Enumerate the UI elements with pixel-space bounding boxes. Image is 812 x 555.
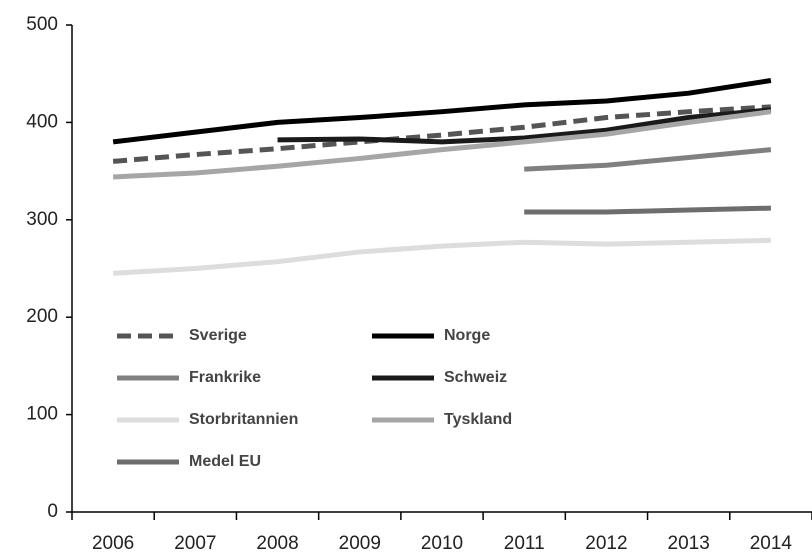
x-tick-label: 2009 <box>339 533 381 554</box>
legend-label: Storbritannien <box>189 411 298 428</box>
series-line <box>112 104 772 164</box>
series-line <box>112 78 772 145</box>
x-tick-label: 2011 <box>504 533 545 554</box>
legend-label: Norge <box>444 327 490 344</box>
series-line <box>112 109 772 180</box>
y-tick-label: 300 <box>26 209 58 230</box>
x-tick-label: 2013 <box>668 533 710 554</box>
y-tick-label: 200 <box>26 306 58 327</box>
series-line <box>277 107 772 145</box>
x-tick-label: 2014 <box>750 533 793 554</box>
legend-label: Schweiz <box>444 369 507 386</box>
legend-label: Medel EU <box>189 453 261 470</box>
series-line <box>524 205 771 215</box>
x-tick-label: 2007 <box>174 533 216 554</box>
x-tick-label: 2012 <box>585 533 627 554</box>
x-tick-label: 2010 <box>421 533 463 554</box>
series-line <box>524 147 772 172</box>
legend-label: Frankrike <box>189 369 261 386</box>
y-tick-label: 400 <box>26 111 58 132</box>
x-tick-label: 2008 <box>256 533 298 554</box>
y-tick-label: 100 <box>26 404 58 425</box>
y-tick-label: 500 <box>26 14 58 35</box>
y-tick-label: 0 <box>47 501 58 522</box>
x-tick-label: 2006 <box>92 533 134 554</box>
legend-label: Sverige <box>189 327 247 344</box>
series-line <box>112 237 771 276</box>
legend-label: Tyskland <box>444 411 512 428</box>
